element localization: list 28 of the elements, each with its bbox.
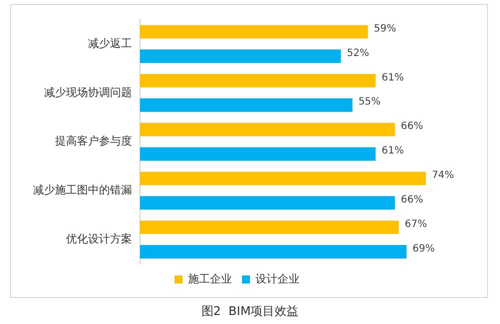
bar bbox=[140, 196, 395, 210]
y-tick-label: 减少施工图中的错漏 bbox=[33, 184, 132, 197]
data-label: 55% bbox=[358, 96, 381, 108]
data-label: 66% bbox=[400, 121, 424, 132]
bar bbox=[140, 220, 399, 234]
data-label: 61% bbox=[382, 72, 404, 84]
bar bbox=[140, 172, 426, 186]
y-tick-label: 优化设计方案 bbox=[66, 232, 132, 246]
bar bbox=[140, 147, 376, 161]
bar bbox=[140, 98, 352, 112]
data-label: 59% bbox=[374, 23, 396, 34]
data-label: 69% bbox=[412, 243, 435, 254]
bar bbox=[140, 245, 407, 258]
legend-label: 设计企业 bbox=[256, 272, 300, 286]
y-tick-label: 减少现场协调问题 bbox=[44, 86, 132, 99]
bar bbox=[140, 122, 395, 136]
bar bbox=[140, 74, 376, 88]
caption: 图2 BIM项目效益 bbox=[200, 303, 300, 320]
data-label: 61% bbox=[382, 146, 404, 157]
data-label: 52% bbox=[346, 48, 370, 59]
data-label: 67% bbox=[404, 218, 428, 230]
data-label: 74% bbox=[432, 170, 454, 182]
data-label: 66% bbox=[400, 194, 424, 206]
bar bbox=[140, 50, 341, 63]
legend-label: 施工企业 bbox=[188, 272, 232, 286]
y-tick-label: 提高客户参与度 bbox=[55, 134, 132, 148]
y-tick-label: 减少返工 bbox=[88, 36, 132, 50]
bar bbox=[140, 25, 368, 39]
